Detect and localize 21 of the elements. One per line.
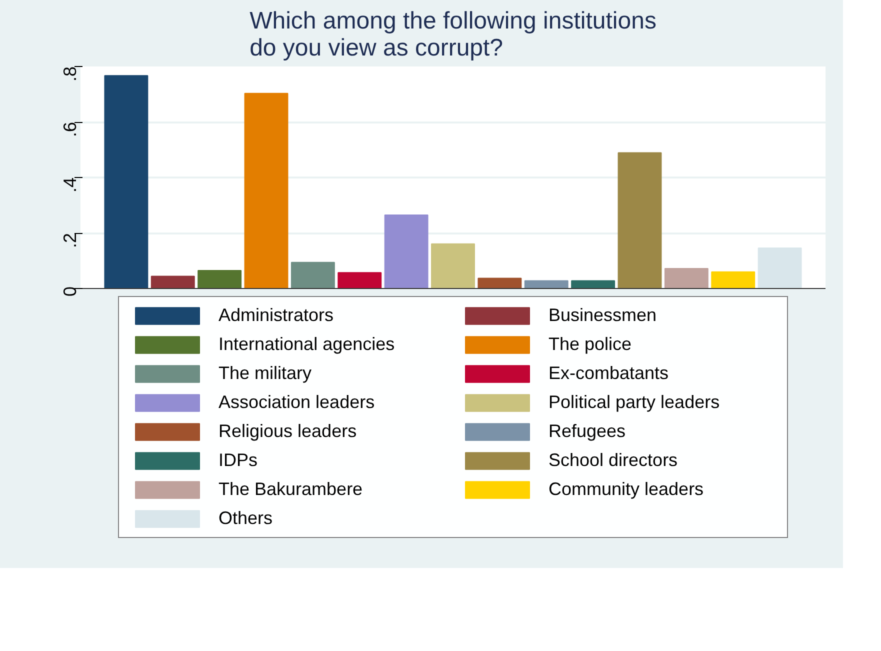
y-tick-label: .2 xyxy=(60,232,80,248)
legend-label: The military xyxy=(218,363,313,384)
legend-label: Religious leaders xyxy=(218,421,358,442)
legend-label: Administrators xyxy=(218,305,335,326)
y-tick-label: .6 xyxy=(60,122,80,138)
legend-label: Association leaders xyxy=(218,392,376,413)
legend-label: Refugees xyxy=(548,421,627,442)
legend-label: International agencies xyxy=(218,334,396,355)
chart-title: Which among the following institutions do you view as corrupt? xyxy=(250,8,656,62)
legend-label: Businessmen xyxy=(548,305,658,326)
legend-label: School directors xyxy=(548,450,679,471)
y-tick-label: .8 xyxy=(60,66,80,82)
legend-label: Political party leaders xyxy=(548,392,721,413)
legend-label: The Bakurambere xyxy=(218,479,364,500)
legend-label: The police xyxy=(548,334,633,355)
y-tick-label: .4 xyxy=(60,177,80,193)
legend-label: Community leaders xyxy=(548,479,705,500)
legend-label: Ex-combatants xyxy=(548,363,670,384)
y-tick-label: 0 xyxy=(60,286,80,296)
legend-label: IDPs xyxy=(218,450,259,471)
legend-label: Others xyxy=(218,508,274,529)
